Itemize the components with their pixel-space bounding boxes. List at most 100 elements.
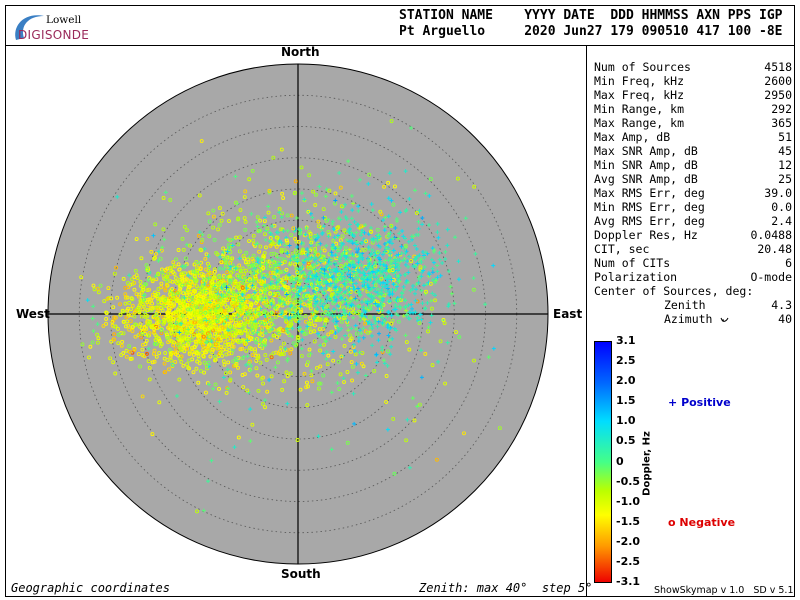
source-point-negative <box>207 325 212 330</box>
source-point-negative <box>238 311 243 316</box>
source-point-negative <box>127 349 132 354</box>
source-point-positive <box>331 318 336 323</box>
source-point-positive <box>227 277 232 282</box>
source-point-positive <box>369 237 374 242</box>
source-point-negative <box>199 300 204 305</box>
source-point-negative <box>262 289 267 294</box>
source-point-positive <box>429 313 434 318</box>
source-point-positive <box>344 299 349 304</box>
source-point-negative <box>195 299 200 303</box>
footer-zenith: Zenith: max 40° step 5° <box>419 581 593 595</box>
source-point-negative <box>163 370 168 375</box>
source-point-negative <box>240 302 245 307</box>
source-point-positive <box>380 308 385 313</box>
stat-row: Max Amp, dB 51 <box>594 130 792 144</box>
source-point-negative <box>325 362 330 367</box>
source-point-negative <box>238 304 243 309</box>
source-point-negative <box>205 314 210 319</box>
source-point-negative <box>140 347 145 352</box>
source-point-positive <box>206 276 211 281</box>
source-point-negative <box>285 213 290 218</box>
source-point-negative <box>219 345 224 350</box>
zenith-label: Zenith <box>664 298 706 312</box>
source-point-positive <box>425 300 430 305</box>
source-point-negative <box>179 359 184 364</box>
source-point-negative <box>316 386 321 391</box>
source-point-negative <box>258 228 263 233</box>
source-point-negative <box>185 302 190 307</box>
source-point-negative <box>274 315 278 319</box>
source-point-positive <box>233 266 238 271</box>
source-point-positive <box>371 296 376 301</box>
source-point-negative <box>254 340 259 345</box>
source-point-negative <box>228 370 233 375</box>
source-point-negative <box>243 328 248 333</box>
source-point-negative <box>187 334 192 339</box>
source-point-negative <box>177 356 182 361</box>
source-point-negative <box>249 312 254 317</box>
source-point-negative <box>191 320 196 325</box>
source-point-negative <box>210 290 215 295</box>
source-point-positive <box>320 232 325 237</box>
stat-row: Min RMS Err, deg 0.0 <box>594 200 792 214</box>
source-point-negative <box>363 247 367 252</box>
source-point-negative <box>176 291 180 296</box>
source-point-negative <box>277 331 282 336</box>
source-point-negative <box>159 327 164 332</box>
azimuth-arrow-icon <box>720 317 729 322</box>
source-point-positive <box>292 305 297 310</box>
source-point-negative <box>203 310 208 315</box>
source-point-positive <box>333 198 338 203</box>
source-point-negative <box>181 247 186 252</box>
source-point-negative <box>211 348 216 352</box>
source-point-negative <box>121 319 126 324</box>
source-point-positive <box>204 340 209 345</box>
source-point-negative <box>219 260 224 265</box>
source-point-positive <box>156 258 161 263</box>
source-point-negative <box>147 275 152 280</box>
source-point-negative <box>233 320 238 325</box>
source-point-negative <box>285 373 290 378</box>
source-point-positive <box>285 251 290 256</box>
source-point-positive <box>217 399 222 404</box>
source-point-negative <box>187 366 192 371</box>
source-point-negative <box>139 335 144 340</box>
source-point-negative <box>190 345 194 350</box>
source-point-negative <box>255 215 260 220</box>
colorbar-tick: 0 <box>616 454 624 468</box>
source-point-negative <box>272 260 277 265</box>
source-point-positive <box>312 296 317 301</box>
source-point-negative <box>225 270 230 275</box>
source-point-positive <box>350 208 355 213</box>
source-point-negative <box>351 306 356 311</box>
source-point-positive <box>406 270 411 275</box>
source-point-negative <box>217 223 222 227</box>
source-point-positive <box>291 254 296 259</box>
source-point-negative <box>182 224 187 229</box>
source-point-positive <box>346 263 351 268</box>
source-point-negative <box>139 314 144 319</box>
source-point-positive <box>304 226 309 231</box>
source-point-positive <box>280 250 285 255</box>
source-point-negative <box>150 279 155 284</box>
source-point-negative <box>333 229 338 234</box>
source-point-positive <box>291 280 296 285</box>
source-point-negative <box>333 191 338 196</box>
source-point-positive <box>408 288 413 293</box>
source-point-negative <box>268 291 273 296</box>
source-point-positive <box>412 291 417 296</box>
source-point-negative <box>152 290 157 295</box>
source-point-negative <box>240 346 245 351</box>
source-point-negative <box>217 327 222 332</box>
source-point-positive <box>146 278 151 283</box>
colorbar-tick: -2.0 <box>616 534 641 548</box>
source-point-negative <box>270 267 275 272</box>
source-point-positive <box>186 327 191 332</box>
stat-value: 2600 <box>764 74 792 88</box>
source-point-negative <box>290 298 295 303</box>
source-point-negative <box>110 319 115 324</box>
source-point-negative <box>230 340 235 345</box>
source-point-negative <box>257 332 262 337</box>
source-point-positive <box>298 232 303 237</box>
source-point-negative <box>359 361 364 366</box>
